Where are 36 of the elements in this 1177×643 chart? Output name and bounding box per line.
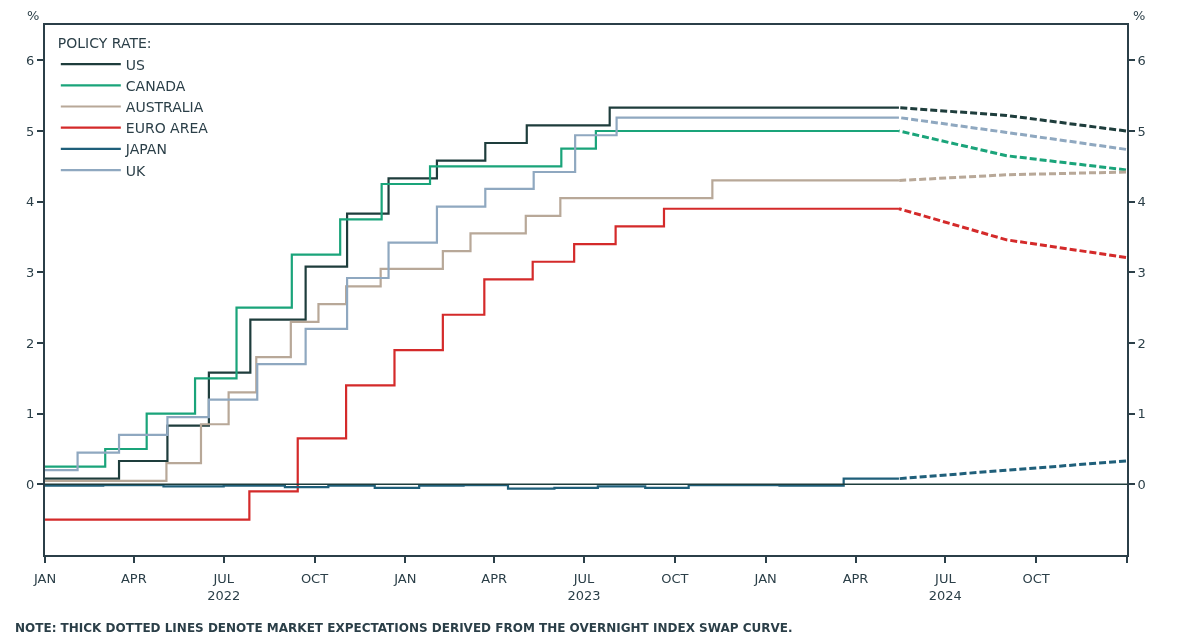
legend-label: US [125, 56, 146, 73]
y2-tick-label: 1 [1137, 406, 1146, 422]
x-tick-label: APR [842, 570, 869, 586]
x-tick-label: JAN [393, 570, 417, 586]
x-tick-label: JAN [753, 570, 777, 586]
y-tick-label: 5 [26, 123, 35, 139]
y-tick-label: 2 [26, 335, 35, 351]
y2-tick-label: 4 [1137, 194, 1146, 210]
x-tick-label: OCT [1022, 570, 1050, 586]
x-tick-label: JUL 2023 [567, 570, 601, 603]
y-axis-title: % [27, 8, 40, 23]
x-tick-label: JUL 2022 [207, 570, 241, 603]
x-tick-label: JAN [32, 570, 57, 586]
x-tick-label: APR [481, 570, 508, 586]
y2-tick-label: 0 [1137, 476, 1146, 492]
legend-label: UK [125, 162, 147, 179]
y-tick-label: 0 [26, 476, 35, 492]
x-tick-label: JUL 2024 [928, 570, 962, 603]
y2-tick-label: 2 [1137, 335, 1146, 351]
text: NOTE: THICK DOTTED LINES DENOTE MARKET EXPECTATIONS DERIVED FROM THE OVERNIGHT INDEX SWAP CURVE. [15, 621, 793, 635]
x-tick-label: APR [120, 570, 147, 586]
x-tick-label: OCT [300, 570, 329, 586]
legend-label: JAPAN [124, 141, 167, 158]
legend-label: AUSTRALIA [125, 98, 204, 115]
y2-tick-label: 6 [1137, 52, 1146, 68]
y-tick-label: 1 [26, 406, 35, 422]
legend-title: POLICY RATE: [57, 35, 152, 52]
y-tick-label: 4 [26, 194, 35, 210]
legend-label: EURO AREA [125, 120, 209, 137]
y-tick-label: 6 [26, 52, 35, 68]
y2-tick-label: 3 [1137, 264, 1146, 280]
y2-tick-label: 5 [1137, 123, 1146, 139]
y2-axis-title: % [1133, 8, 1146, 23]
y-tick-label: 3 [26, 264, 35, 280]
legend-label: CANADA [125, 77, 186, 94]
x-tick-label: OCT [661, 570, 689, 586]
